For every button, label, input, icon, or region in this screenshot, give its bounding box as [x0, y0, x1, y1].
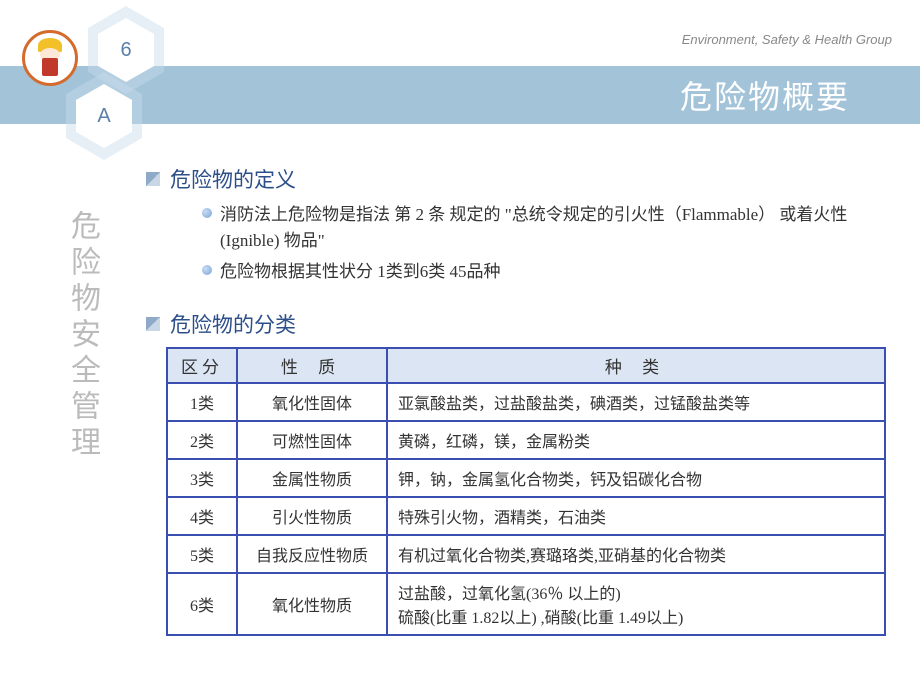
table-row: 6类氧化性物质过盐酸，过氧化氢(36％ 以上的)硫酸(比重 1.82以上) ,硝… [167, 573, 885, 635]
cell-category: 1类 [167, 383, 237, 421]
table-row: 2类可燃性固体黄磷，红磷，镁，金属粉类 [167, 421, 885, 459]
section-title: 危险物的定义 [170, 164, 296, 194]
content-area: 危险物的定义 消防法上危险物是指法 第 2 条 规定的 "总统令规定的引火性（F… [146, 164, 896, 636]
section-head-classification: 危险物的分类 [146, 309, 896, 339]
cell-kinds: 黄磷，红磷，镁，金属粉类 [387, 421, 885, 459]
list-item: 危险物根据其性状分 1类到6类 45品种 [202, 259, 896, 285]
table-row: 3类金属性物质钾，钠，金属氢化合物类，钙及铝碳化合物 [167, 459, 885, 497]
cell-property: 氧化性固体 [237, 383, 387, 421]
list-item: 消防法上危险物是指法 第 2 条 规定的 "总统令规定的引火性（Flammabl… [202, 202, 896, 253]
square-bullet-icon [146, 317, 160, 331]
cell-kinds: 钾，钠，金属氢化合物类，钙及铝碳化合物 [387, 459, 885, 497]
col-header: 性 质 [237, 348, 387, 383]
col-header: 种 类 [387, 348, 885, 383]
cell-category: 6类 [167, 573, 237, 635]
cell-property: 自我反应性物质 [237, 535, 387, 573]
cell-category: 2类 [167, 421, 237, 459]
table-row: 4类引火性物质特殊引火物，酒精类，石油类 [167, 497, 885, 535]
dot-bullet-icon [202, 208, 212, 218]
classification-table: 区分 性 质 种 类 1类氧化性固体亚氯酸盐类，过盐酸盐类，碘酒类，过锰酸盐类等… [166, 347, 886, 636]
table-row: 1类氧化性固体亚氯酸盐类，过盐酸盐类，碘酒类，过锰酸盐类等 [167, 383, 885, 421]
vertical-section-label: 危险物安全管理 [60, 210, 104, 462]
page-title: 危险物概要 [680, 72, 850, 118]
mascot-icon [22, 30, 78, 86]
cell-category: 3类 [167, 459, 237, 497]
table-body: 1类氧化性固体亚氯酸盐类，过盐酸盐类，碘酒类，过锰酸盐类等2类可燃性固体黄磷，红… [167, 383, 885, 635]
list-item-text: 消防法上危险物是指法 第 2 条 规定的 "总统令规定的引火性（Flammabl… [220, 202, 896, 253]
cell-kinds: 过盐酸，过氧化氢(36％ 以上的)硫酸(比重 1.82以上) ,硝酸(比重 1.… [387, 573, 885, 635]
cell-property: 氧化性物质 [237, 573, 387, 635]
bullet-list-definition: 消防法上危险物是指法 第 2 条 规定的 "总统令规定的引火性（Flammabl… [202, 202, 896, 285]
section-title: 危险物的分类 [170, 309, 296, 339]
list-item-text: 危险物根据其性状分 1类到6类 45品种 [220, 259, 501, 285]
cell-category: 5类 [167, 535, 237, 573]
org-label: Environment, Safety & Health Group [682, 32, 892, 47]
cell-kinds: 有机过氧化合物类,赛璐珞类,亚硝基的化合物类 [387, 535, 885, 573]
table-row: 5类自我反应性物质有机过氧化合物类,赛璐珞类,亚硝基的化合物类 [167, 535, 885, 573]
cell-property: 引火性物质 [237, 497, 387, 535]
square-bullet-icon [146, 172, 160, 186]
cell-kinds: 亚氯酸盐类，过盐酸盐类，碘酒类，过锰酸盐类等 [387, 383, 885, 421]
dot-bullet-icon [202, 265, 212, 275]
cell-kinds: 特殊引火物，酒精类，石油类 [387, 497, 885, 535]
cell-property: 金属性物质 [237, 459, 387, 497]
section-head-definition: 危险物的定义 [146, 164, 896, 194]
cell-property: 可燃性固体 [237, 421, 387, 459]
cell-category: 4类 [167, 497, 237, 535]
table-header-row: 区分 性 质 种 类 [167, 348, 885, 383]
col-header: 区分 [167, 348, 237, 383]
